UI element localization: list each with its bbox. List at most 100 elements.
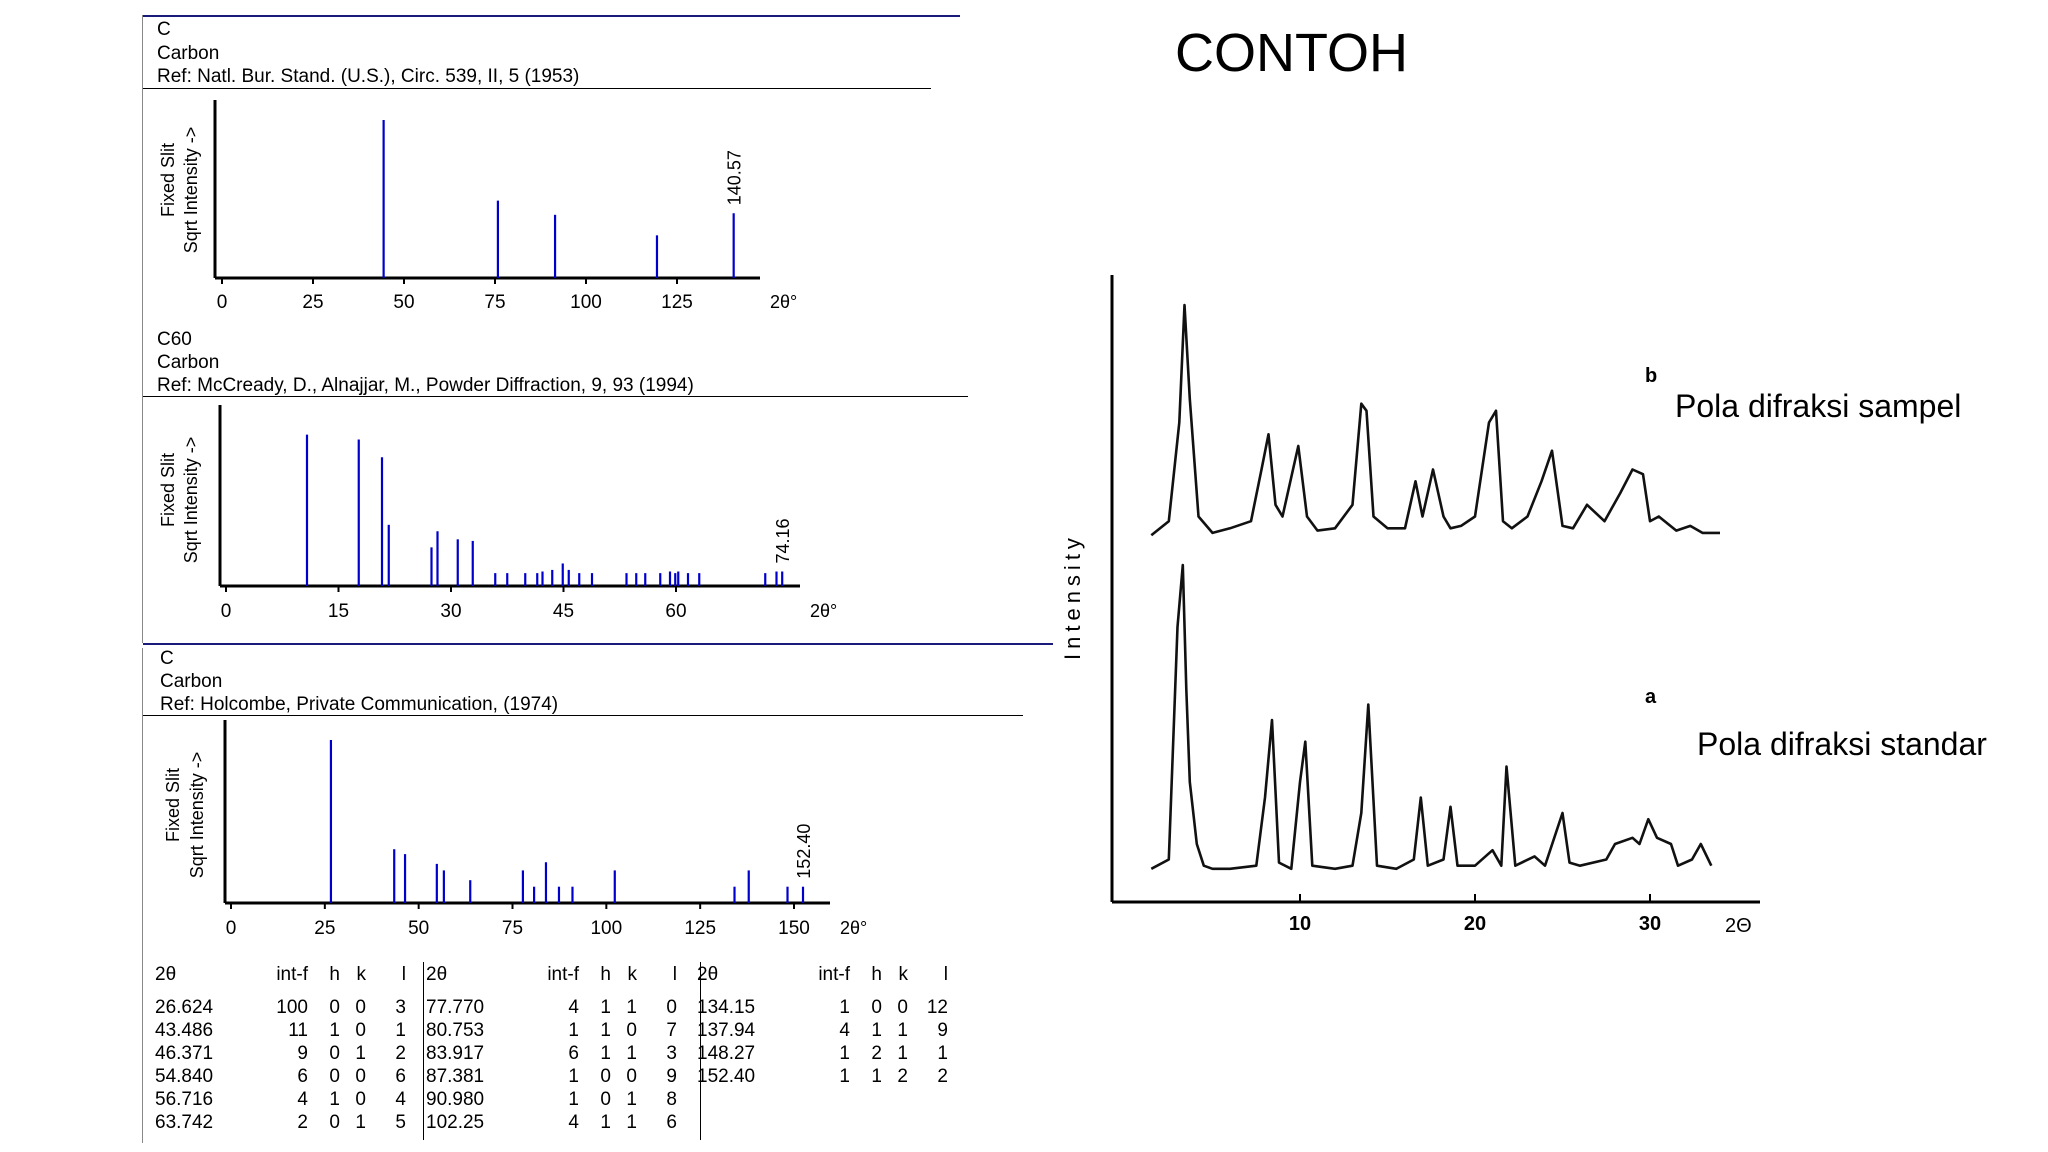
panel3-header-rule [143,715,1023,716]
table-cell: 9 [297,1043,308,1064]
table-cell: 2 [297,1112,308,1133]
panel2-tick-label: 0 [221,601,232,622]
xrd-trace-a [1150,563,1713,871]
slide-title: CONTOH [1175,23,1409,83]
xrd-comparison-chart: 10 20 30 2Θ b a [1110,275,1760,937]
panel1-name: Carbon [157,43,220,64]
table-cell [882,1111,908,1134]
panel3-tick-label: 125 [684,918,716,939]
table-gap [677,1065,697,1088]
panel3-peak-annotation: 152.40 [794,824,814,879]
table-cell: 4 [297,1089,308,1110]
table-cell: 83.917 [426,1043,485,1064]
table-cell: 0 [871,997,882,1018]
table-cell: 1 [355,1043,366,1064]
table-cell: 5 [395,1112,406,1133]
table-row: 46.371 9 0 1 2 83.917 6 1 1 3 148.27 1 2 1 1 [155,1042,948,1065]
table-cell: 2 [395,1043,406,1064]
table-cell: 90.980 [426,1089,485,1110]
table-cell: 4 [568,997,579,1018]
panel3-name: Carbon [160,671,223,692]
left-rule [142,15,143,643]
table-cell: 0 [329,1112,340,1133]
table-cell: 12 [926,997,948,1018]
table-header-cell: h [600,964,611,985]
table-cell: 0 [897,997,908,1018]
table-cell: 4 [395,1089,406,1110]
table-cell: 0 [600,1066,611,1087]
table-cell: 4 [568,1112,579,1133]
panel3-x-label: 2θ° [840,918,867,938]
table-cell: 1 [568,1020,579,1041]
table-cell [882,1088,908,1111]
panel3-tick-label: 100 [590,918,622,939]
panel2-tick-label: 60 [665,601,686,622]
panel3-top-rule [143,643,1053,645]
table-row: 43.486 11 1 0 1 80.753 1 1 0 7 137.94 4 1 1 9 [155,1019,948,1042]
table-cell: 0 [626,1020,637,1041]
table-cell [697,1111,802,1134]
table-cell: 2 [871,1043,882,1064]
panel3-tick-label: 0 [226,918,237,939]
table-cell: 77.770 [426,997,485,1018]
table-cell: 1 [329,1020,340,1041]
caption-standard: Pola difraksi standar [1697,726,1987,762]
table-header-cell: l [401,964,406,985]
table-cell: 7 [666,1020,677,1041]
table-cell: 1 [897,1020,908,1041]
table-cell: 11 [288,1020,308,1041]
table-cell: 100 [276,997,308,1018]
table-header-row: 2θ int-f h k l 2θ int-f h k l 2θ int-f h k l [155,963,948,986]
table-cell [850,1088,882,1111]
panel2-tick-label: 30 [440,601,461,622]
table-cell [908,1088,948,1111]
table-cell: 1 [568,1089,579,1110]
table-cell: 0 [329,1043,340,1064]
table-cell: 1 [626,1112,637,1133]
intensity-axis-label: Intensity [1060,533,1085,660]
table-cell: 0 [666,997,677,1018]
panel1-tick-label: 75 [484,292,505,313]
table-header-cell: int-f [818,964,850,985]
panel2-header-rule [143,396,968,397]
table-cell: 137.94 [697,1020,756,1041]
top-rule [143,15,960,17]
reflection-table: 2θ int-f h k l 2θ int-f h k l 2θ int-f h k l 26.624 100 0… [155,963,948,1134]
table-cell [802,1088,850,1111]
panel2-tick-label: 15 [328,601,349,622]
panel1-peak-annotation: 140.57 [725,150,745,205]
table-header-cell: l [672,964,677,985]
panel1-tick-label: 0 [217,292,228,313]
table-cell: 1 [355,1112,366,1133]
table-gap [677,963,697,986]
panel2-ref: Ref: McCready, D., Alnajjar, M., Powder … [157,375,694,396]
table-header-cell: 2θ [155,964,177,985]
panel1-tick-label: 125 [661,292,693,313]
table-cell: 87.381 [426,1066,485,1087]
xrd-tick-label: 30 [1639,913,1661,935]
table-cell: 1 [871,1066,882,1087]
table-header-cell: k [356,964,367,985]
table-cell: 6 [395,1066,406,1087]
table-cell: 1 [600,997,611,1018]
table-cell: 1 [600,1020,611,1041]
table-cell: 6 [297,1066,308,1087]
table-cell: 56.716 [155,1089,214,1110]
table-header-cell: h [329,964,340,985]
table-cell: 0 [355,1089,366,1110]
panel3-tick-label: 150 [778,918,810,939]
table-cell [908,1111,948,1134]
table-row: 26.624 100 0 0 3 77.770 4 1 1 0 134.15 1 0 0 12 [155,996,948,1019]
table-cell [697,1088,802,1111]
panel3-ref: Ref: Holcombe, Private Communication, (1… [160,694,559,715]
table-cell: 8 [666,1089,677,1110]
table-cell: 6 [666,1112,677,1133]
table-cell: 26.624 [155,997,214,1018]
panel2-peak-annotation: 74.16 [773,518,793,563]
table-cell: 1 [626,997,637,1018]
table-header-cell: int-f [276,964,308,985]
panel1-tick-label: 50 [393,292,414,313]
panel1-formula: C [157,19,171,40]
table-header-cell: 2θ [426,964,448,985]
table-cell: 134.15 [697,997,756,1018]
